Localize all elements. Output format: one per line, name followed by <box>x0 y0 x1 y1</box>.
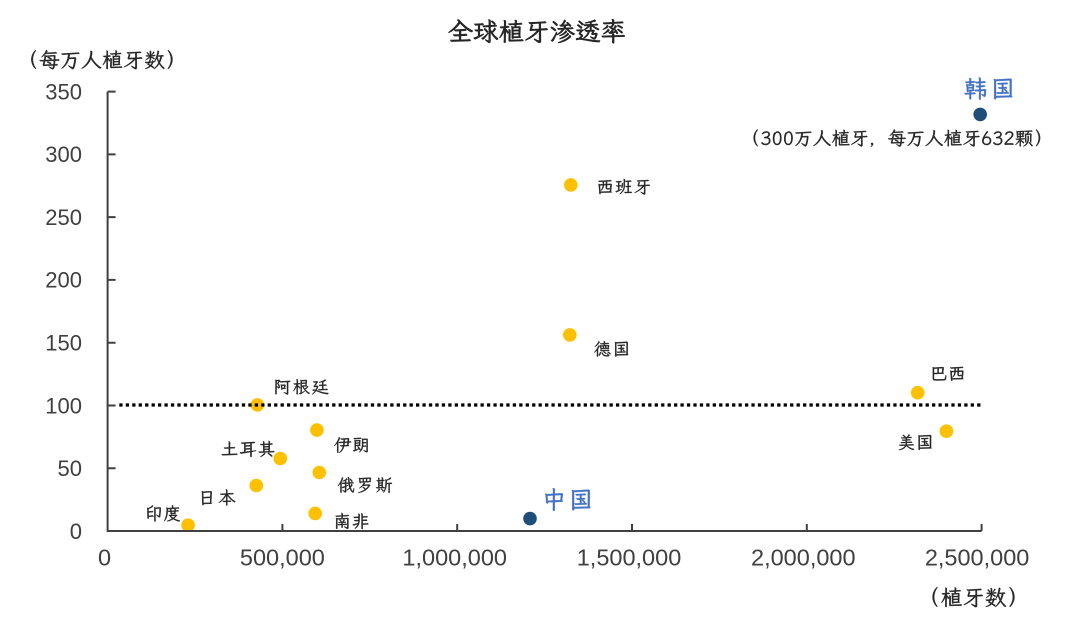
svg-text:0: 0 <box>70 519 82 544</box>
svg-text:500,000: 500,000 <box>240 545 325 571</box>
svg-text:1,500,000: 1,500,000 <box>577 545 682 571</box>
svg-text:300: 300 <box>45 142 82 167</box>
svg-text:350: 350 <box>45 79 82 104</box>
svg-text:100: 100 <box>45 393 82 418</box>
svg-text:0: 0 <box>98 545 111 571</box>
svg-text:1,000,000: 1,000,000 <box>402 545 507 571</box>
svg-text:2,500,000: 2,500,000 <box>925 545 1030 571</box>
svg-text:50: 50 <box>58 456 82 481</box>
svg-text:2,000,000: 2,000,000 <box>751 545 856 571</box>
svg-text:200: 200 <box>45 268 82 293</box>
svg-text:250: 250 <box>45 205 82 230</box>
svg-text:150: 150 <box>45 331 82 356</box>
